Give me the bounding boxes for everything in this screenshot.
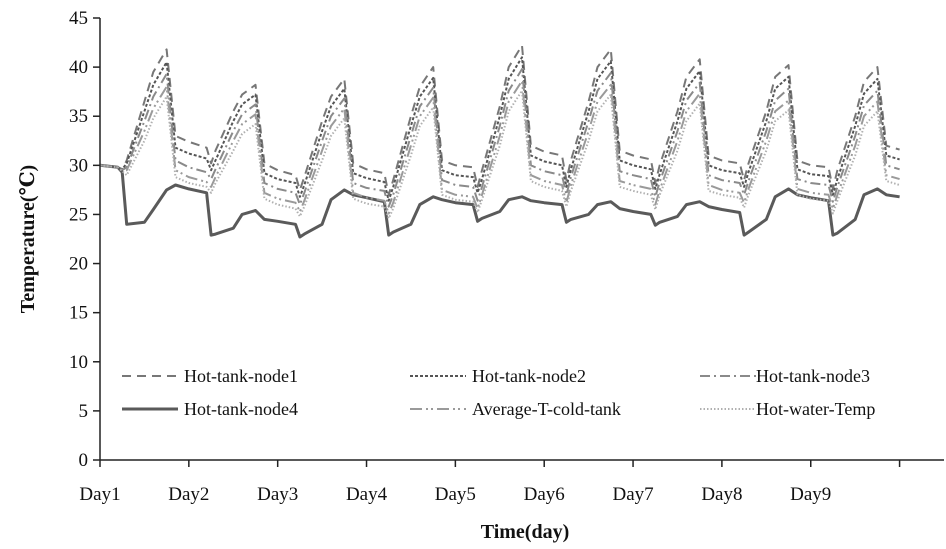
y-tick-label: 25 <box>69 204 88 225</box>
x-ticks: Day1 Day2 Day3 Day4 Day5 Day6 Day7 Day8 Day9 <box>79 460 901 505</box>
series-line-average-t-cold-tank <box>99 79 900 215</box>
y-tick-label: 40 <box>69 57 88 78</box>
series-layer <box>99 44 900 239</box>
y-ticks: 0 5 10 15 20 25 30 35 40 45 <box>69 8 100 471</box>
y-tick-label: 45 <box>69 8 88 29</box>
legend-label-hot-tank-node3: Hot-tank-node3 <box>756 366 870 386</box>
series-line-hot-tank-node4 <box>99 163 900 239</box>
legend-label-average-t-cold-tank: Average-T-cold-tank <box>472 399 621 419</box>
legend-label-hot-water-temp: Hot-water-Temp <box>756 399 875 419</box>
y-axis-title: Temperature(℃) <box>17 165 39 313</box>
x-tick-label: Day7 <box>612 484 653 505</box>
series-line-hot-tank-node3 <box>99 68 900 208</box>
series-line-hot-tank-node2 <box>99 56 900 202</box>
series-line-hot-tank-node1 <box>99 44 900 196</box>
y-tick-label: 30 <box>69 155 88 176</box>
legend-label-hot-tank-node1: Hot-tank-node1 <box>184 366 298 386</box>
series-line-hot-water-temp <box>99 89 900 220</box>
x-tick-label: Day5 <box>435 484 476 505</box>
y-tick-label: 35 <box>69 106 88 127</box>
y-tick-label: 0 <box>79 450 89 471</box>
x-tick-label: Day8 <box>701 484 742 505</box>
x-tick-label: Day6 <box>524 484 565 505</box>
legend-label-hot-tank-node2: Hot-tank-node2 <box>472 366 586 386</box>
x-tick-label: Day4 <box>346 484 388 505</box>
x-tick-label: Day2 <box>168 484 209 505</box>
x-tick-label: Day9 <box>790 484 831 505</box>
x-axis-title: Time(day) <box>481 521 570 543</box>
x-tick-label: Day3 <box>257 484 298 505</box>
x-tick-label: Day1 <box>79 484 120 505</box>
y-tick-label: 10 <box>69 352 88 373</box>
legend-label-hot-tank-node4: Hot-tank-node4 <box>184 399 298 419</box>
y-tick-label: 15 <box>69 303 88 324</box>
y-tick-label: 5 <box>79 401 89 422</box>
legend: Hot-tank-node1 Hot-tank-node2 Hot-tank-nod… <box>122 366 875 419</box>
y-tick-label: 20 <box>69 254 88 275</box>
